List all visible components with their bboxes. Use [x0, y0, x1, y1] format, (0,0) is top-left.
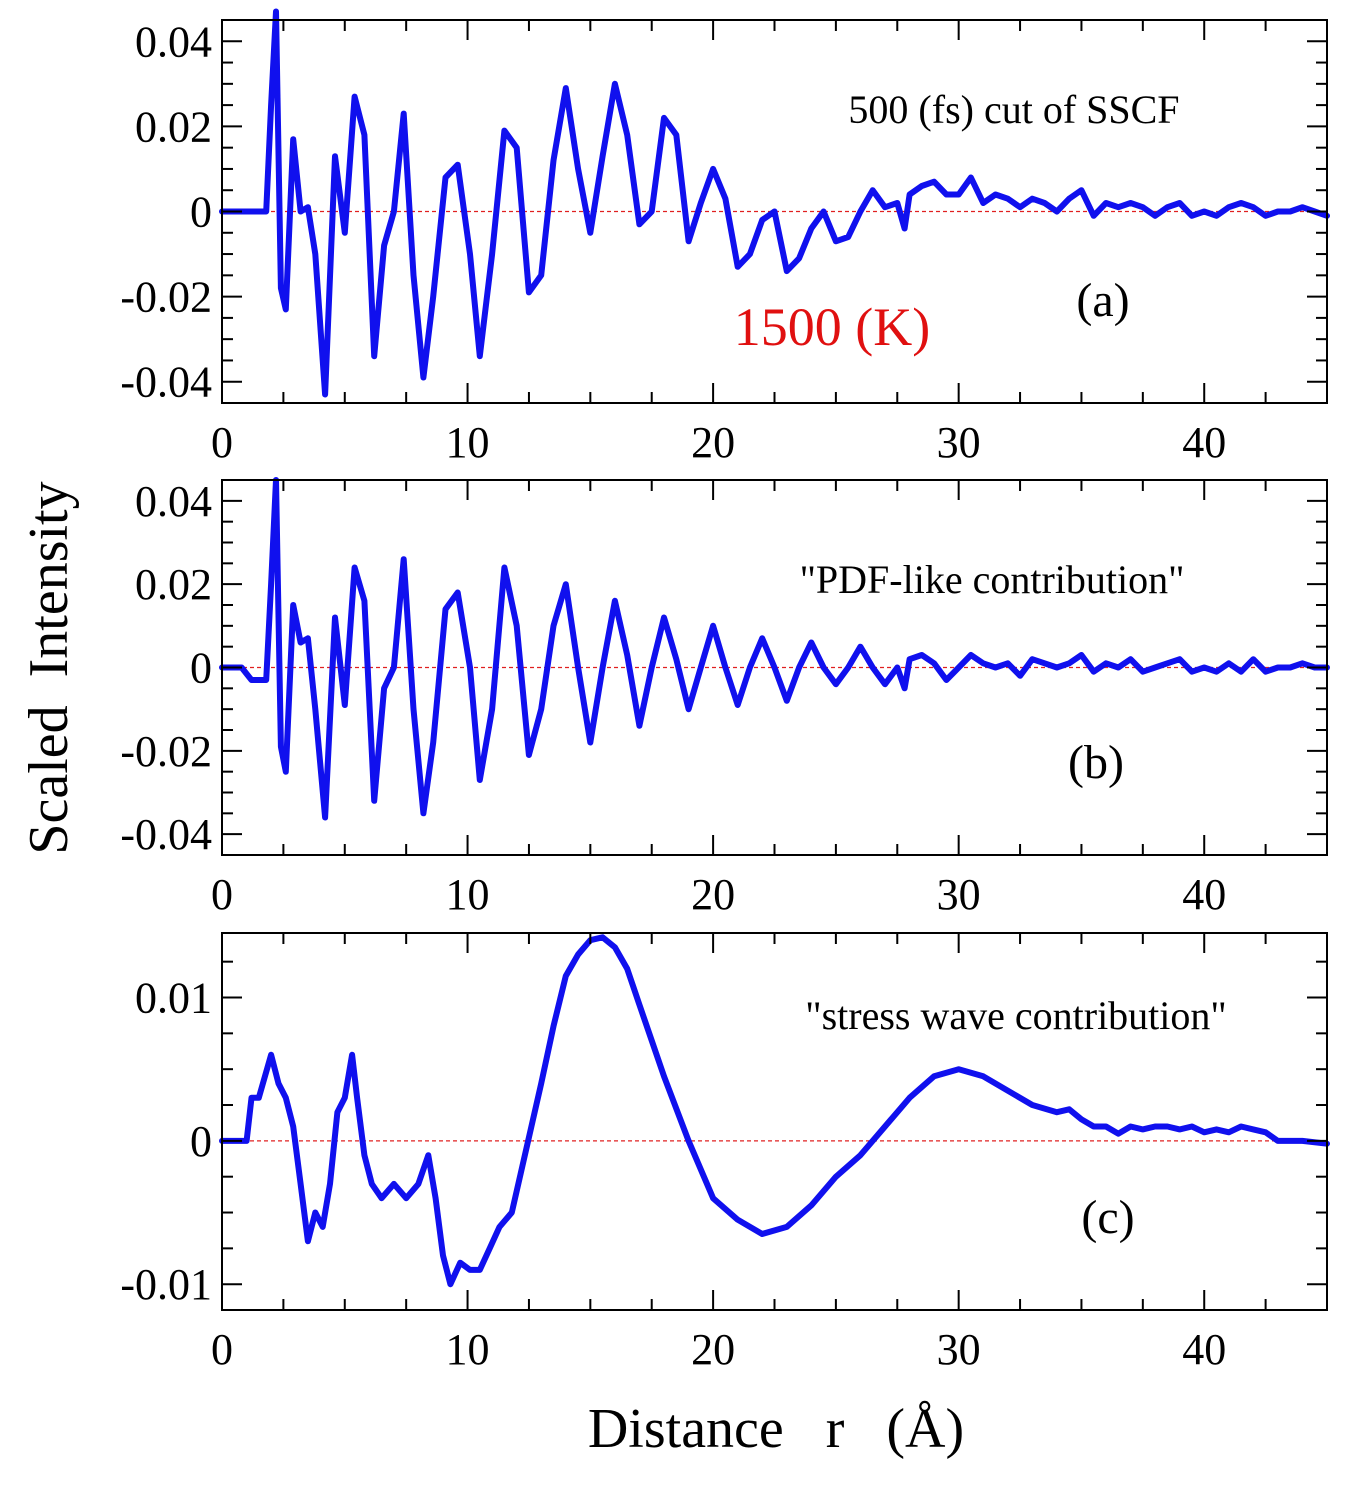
- annotation-c: "stress wave contribution": [805, 993, 1226, 1038]
- x-tick-label: 40: [1182, 1325, 1226, 1374]
- y-tick-label: 0.04: [135, 477, 212, 526]
- y-tick-label: -0.02: [120, 273, 212, 322]
- y-tick-label: 0: [190, 644, 212, 693]
- x-tick-label: 20: [691, 1325, 735, 1374]
- panel-label-c: (c): [1081, 1191, 1134, 1244]
- x-tick-label: 10: [446, 870, 490, 919]
- y-tick-label: 0: [190, 1117, 212, 1166]
- y-tick-label: -0.04: [120, 358, 212, 407]
- panel-b: 0 10 20 30 40 -0.04 -0.02 0 0.02 0.04: [120, 477, 1330, 919]
- panel-label-b: (b): [1068, 736, 1124, 789]
- x-tick-label: 10: [446, 1325, 490, 1374]
- series-line: [219, 477, 1330, 821]
- x-tick-label: 10: [446, 418, 490, 467]
- x-tick-label: 20: [691, 870, 735, 919]
- y-tick-label: -0.01: [120, 1260, 212, 1309]
- x-tick-label: 0: [211, 1325, 233, 1374]
- y-tick-label: 0.01: [135, 974, 212, 1023]
- y-tick-label: 0.02: [135, 102, 212, 151]
- y-tick-label: 0: [190, 188, 212, 237]
- series-line: [219, 8, 1330, 398]
- x-tick-label: 30: [937, 418, 981, 467]
- x-tick-label: 40: [1182, 870, 1226, 919]
- series-line: [219, 934, 1330, 1288]
- annotation-a: 500 (fs) cut of SSCF: [848, 87, 1179, 132]
- y-tick-label: -0.04: [120, 810, 212, 859]
- annotation-b: "PDF-like contribution": [800, 557, 1185, 602]
- y-axis-label: Scaled Intensity: [18, 481, 80, 854]
- x-tick-label: 0: [211, 870, 233, 919]
- x-tick-label: 30: [937, 1325, 981, 1374]
- y-tick-label: 0.04: [135, 17, 212, 66]
- panel-a: 0 10 20 30 40 -0.04 -0.02 0 0.02 0.04: [120, 8, 1330, 467]
- x-axis-label: Distance r (Å): [588, 1398, 964, 1460]
- panel-label-a: (a): [1076, 274, 1129, 327]
- temperature-label: 1500 (K): [734, 297, 930, 357]
- x-tick-label: 0: [211, 418, 233, 467]
- x-tick-label: 20: [691, 418, 735, 467]
- plot-frame: [221, 932, 1328, 1311]
- x-tick-label: 30: [937, 870, 981, 919]
- y-tick-label: -0.02: [120, 727, 212, 776]
- x-tick-label: 40: [1182, 418, 1226, 467]
- panel-c: 0 10 20 30 40 -0.01 0 0.01: [120, 932, 1330, 1374]
- y-tick-label: 0.02: [135, 560, 212, 609]
